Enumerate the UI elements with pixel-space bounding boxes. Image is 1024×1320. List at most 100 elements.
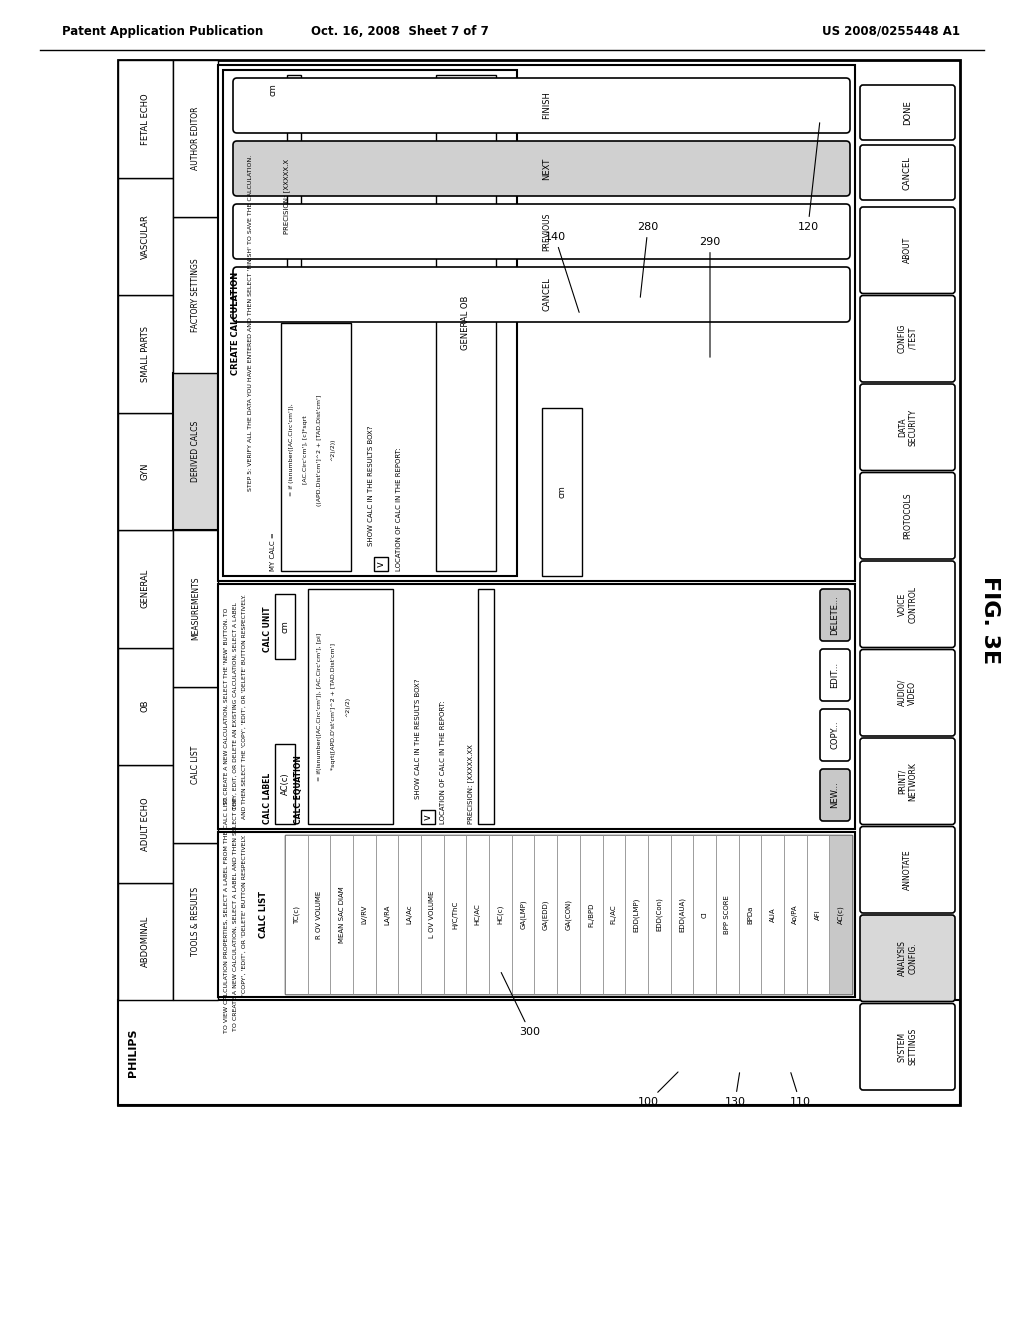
Text: NEXT: NEXT	[542, 157, 551, 180]
Text: ^2)/2)): ^2)/2))	[331, 438, 336, 461]
FancyBboxPatch shape	[233, 141, 850, 195]
Text: CANCEL: CANCEL	[903, 156, 912, 190]
Text: PRECISION: [XXXXX.XX: PRECISION: [XXXXX.XX	[468, 744, 474, 824]
FancyBboxPatch shape	[860, 649, 955, 737]
Bar	[693, 836, 716, 994]
Bar	[173, 531, 218, 686]
Text: = if (isnumber([AC.Circ'cm']),: = if (isnumber([AC.Circ'cm']),	[289, 404, 294, 496]
Bar	[829, 836, 852, 994]
FancyBboxPatch shape	[860, 915, 955, 1002]
Text: ANALYSIS
CONFIG.: ANALYSIS CONFIG.	[898, 940, 918, 977]
Bar	[421, 836, 443, 994]
Bar	[285, 836, 852, 994]
Text: GENERAL: GENERAL	[141, 569, 150, 609]
Text: DATA
SECURITY: DATA SECURITY	[898, 409, 918, 446]
Text: 'COPY', 'EDIT', OR 'DELETE' BUTTON RESPECTIVELY.: 'COPY', 'EDIT', OR 'DELETE' BUTTON RESPE…	[242, 834, 247, 995]
Bar	[118, 59, 961, 1105]
FancyBboxPatch shape	[860, 473, 955, 558]
Text: SHOW CALC IN THE RESULTS BOX?: SHOW CALC IN THE RESULTS BOX?	[368, 425, 374, 546]
Text: SYSTEM
SETTINGS: SYSTEM SETTINGS	[898, 1028, 918, 1065]
FancyBboxPatch shape	[860, 561, 955, 648]
Text: VASCULAR: VASCULAR	[141, 214, 150, 259]
Text: LA/RA: LA/RA	[384, 904, 390, 925]
Text: CALC LIST: CALC LIST	[191, 746, 200, 784]
Bar	[275, 594, 295, 659]
FancyBboxPatch shape	[860, 145, 955, 201]
Text: AUA: AUA	[770, 907, 775, 921]
Text: FIG. 3E: FIG. 3E	[980, 576, 1000, 664]
Text: EDIT...: EDIT...	[830, 661, 840, 688]
Bar	[173, 686, 218, 843]
Bar	[223, 70, 517, 576]
Text: SHOW CALC IN THE RESULTS BOX?: SHOW CALC IN THE RESULTS BOX?	[415, 678, 421, 799]
Text: DERIVED CALCS: DERIVED CALCS	[191, 421, 200, 482]
Bar	[173, 216, 218, 374]
Text: CREATE CALCULATION: CREATE CALCULATION	[230, 272, 240, 375]
Text: CANCEL: CANCEL	[542, 277, 551, 312]
Text: LV/RV: LV/RV	[361, 904, 368, 924]
Bar	[287, 75, 301, 318]
Bar	[118, 412, 173, 531]
FancyBboxPatch shape	[233, 78, 850, 133]
Text: R OV VOLUME: R OV VOLUME	[316, 891, 322, 939]
Bar	[398, 836, 421, 994]
Bar	[173, 59, 218, 216]
Text: CALC LABEL: CALC LABEL	[263, 772, 272, 824]
Text: BPDa: BPDa	[746, 906, 753, 924]
Bar	[602, 836, 626, 994]
Bar	[307, 836, 331, 994]
Text: AC(c): AC(c)	[281, 772, 290, 796]
Text: CALC UNIT: CALC UNIT	[263, 606, 272, 652]
Bar	[374, 557, 388, 572]
Bar	[421, 810, 435, 824]
Text: PRECISION: [XXXXX.X: PRECISION: [XXXXX.X	[284, 158, 291, 234]
Bar	[218, 583, 855, 829]
Text: cm: cm	[268, 83, 278, 96]
Text: PRINT/
NETWORK: PRINT/ NETWORK	[898, 762, 918, 801]
FancyBboxPatch shape	[820, 589, 850, 642]
Text: Ao/PA: Ao/PA	[793, 904, 799, 924]
FancyBboxPatch shape	[860, 738, 955, 825]
Bar	[542, 408, 582, 576]
Bar	[353, 836, 376, 994]
Text: v: v	[376, 561, 386, 566]
Text: Oct. 16, 2008  Sheet 7 of 7: Oct. 16, 2008 Sheet 7 of 7	[311, 25, 488, 38]
Text: CONFIG
/TEST: CONFIG /TEST	[898, 325, 918, 354]
Text: 300: 300	[501, 973, 541, 1038]
Bar	[173, 843, 218, 1001]
Text: TC(c): TC(c)	[293, 906, 300, 924]
Text: DONE: DONE	[903, 100, 912, 125]
Text: 140: 140	[545, 232, 580, 313]
Text: MEAN SAC DIAM: MEAN SAC DIAM	[339, 886, 345, 942]
Text: GA(LMP): GA(LMP)	[520, 900, 526, 929]
Text: PROTOCOLS: PROTOCOLS	[903, 492, 912, 539]
Bar	[716, 836, 738, 994]
Text: AFI: AFI	[815, 909, 821, 920]
Text: ABOUT: ABOUT	[903, 238, 912, 264]
Bar	[671, 836, 693, 994]
Text: FINISH: FINISH	[542, 91, 551, 119]
Text: SMALL PARTS: SMALL PARTS	[141, 326, 150, 381]
Bar	[784, 836, 807, 994]
Bar	[478, 589, 494, 824]
Text: AC(c): AC(c)	[838, 906, 844, 924]
Text: EDD(AUA): EDD(AUA)	[679, 898, 685, 932]
Text: NEW...: NEW...	[830, 781, 840, 808]
Text: 110: 110	[790, 1073, 811, 1107]
FancyBboxPatch shape	[860, 84, 955, 140]
Text: DELETE...: DELETE...	[830, 595, 840, 635]
Text: FL/BPD: FL/BPD	[588, 903, 594, 927]
Text: LA/Ac: LA/Ac	[407, 904, 413, 924]
Text: LOCATION OF CALC IN THE REPORT:: LOCATION OF CALC IN THE REPORT:	[396, 447, 402, 572]
Bar	[285, 836, 307, 994]
Text: VOICE
CONTROL: VOICE CONTROL	[898, 586, 918, 623]
Text: Patent Application Publication: Patent Application Publication	[62, 25, 263, 38]
Text: COPY, EDIT, OR DELETE AN EXISTING CALCULATION, SELECT A LABEL: COPY, EDIT, OR DELETE AN EXISTING CALCUL…	[232, 602, 238, 810]
Text: H/C/ThC: H/C/ThC	[453, 900, 458, 929]
Bar	[626, 836, 648, 994]
FancyBboxPatch shape	[860, 1003, 955, 1090]
Text: FACTORY SETTINGS: FACTORY SETTINGS	[191, 259, 200, 331]
Text: AND THEN SELECT THE 'COPY', 'EDIT', OR 'DELETE' BUTTON RESPECTIVELY.: AND THEN SELECT THE 'COPY', 'EDIT', OR '…	[242, 594, 247, 818]
Text: CALC EQUATION: CALC EQUATION	[294, 755, 302, 824]
Text: 130: 130	[725, 1073, 745, 1107]
